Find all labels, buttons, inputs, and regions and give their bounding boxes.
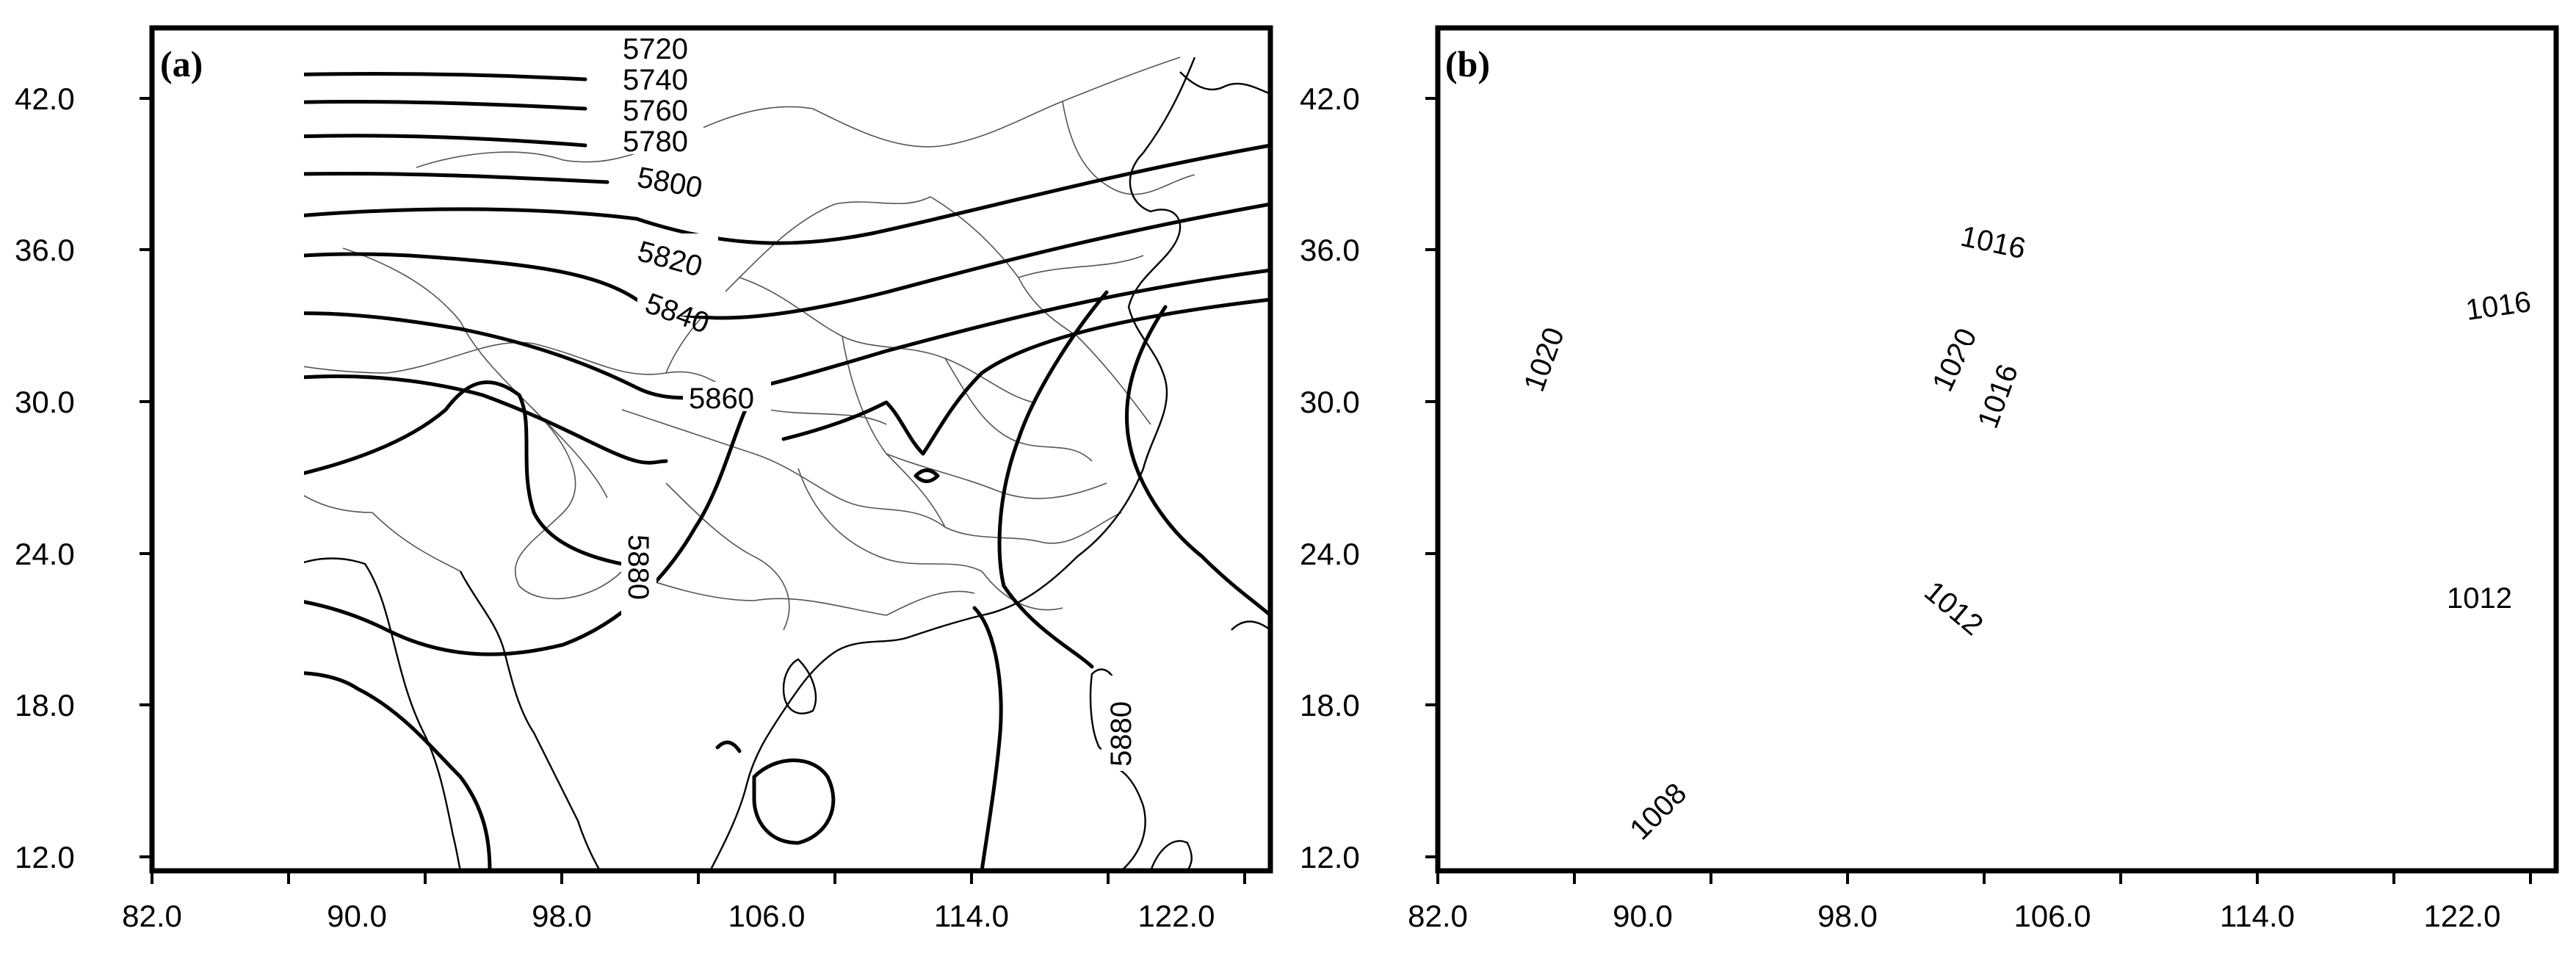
x-tick-label: 106.0 bbox=[2014, 899, 2091, 933]
contours-a bbox=[304, 72, 1273, 873]
y-tick-label: 12.0 bbox=[1300, 840, 1360, 874]
contour-label: 1012 bbox=[2447, 582, 2512, 615]
y-tick-label: 36.0 bbox=[15, 233, 75, 267]
x-tick-label: 82.0 bbox=[1408, 899, 1468, 933]
y-axis-a: 42.0 36.0 30.0 24.0 18.0 12.0 bbox=[15, 82, 152, 874]
contour-label: 5720 bbox=[623, 33, 688, 65]
y-tick-label: 30.0 bbox=[15, 385, 75, 419]
y-tick-label: 42.0 bbox=[1300, 82, 1360, 116]
contour-label: 5880 bbox=[622, 535, 654, 600]
y-tick-label: 12.0 bbox=[15, 840, 75, 874]
panel-label-b: (b) bbox=[1445, 43, 1490, 84]
x-tick-label: 90.0 bbox=[327, 899, 387, 933]
contour-label: 5740 bbox=[623, 64, 688, 96]
x-tick-label: 114.0 bbox=[2220, 899, 2295, 933]
panel-b: 1016 1016 1020 1020 1016 1012 1012 1008 … bbox=[1435, 25, 2559, 874]
y-axis-b: 42.0 36.0 30.0 24.0 18.0 12.0 bbox=[1300, 82, 1438, 874]
y-tick-label: 42.0 bbox=[15, 82, 75, 116]
frame-b bbox=[1435, 25, 2559, 874]
panel-a: 5720 5740 5760 5780 5800 5820 5840 5860 … bbox=[149, 25, 1273, 874]
x-axis-a: 82.0 90.0 98.0 106.0 114.0 122.0 bbox=[122, 871, 1246, 933]
contour-label: 5880 bbox=[1105, 701, 1137, 767]
x-tick-label: 106.0 bbox=[728, 899, 805, 933]
map-geography-b bbox=[1438, 57, 2556, 871]
y-tick-label: 18.0 bbox=[1300, 688, 1360, 722]
x-tick-label: 82.0 bbox=[122, 899, 182, 933]
x-tick-label: 122.0 bbox=[2423, 899, 2500, 933]
contours-b bbox=[1438, 28, 2556, 871]
x-axis-b: 82.0 90.0 98.0 106.0 114.0 122.0 bbox=[1408, 871, 2532, 933]
axes: 42.0 36.0 30.0 24.0 18.0 12.0 82.0 90.0 … bbox=[15, 82, 2532, 933]
x-tick-label: 114.0 bbox=[934, 899, 1009, 933]
x-tick-label: 98.0 bbox=[532, 899, 592, 933]
x-tick-label: 122.0 bbox=[1137, 899, 1215, 933]
frame-a bbox=[149, 25, 1273, 874]
y-tick-label: 24.0 bbox=[1300, 537, 1360, 571]
y-tick-label: 36.0 bbox=[1300, 233, 1360, 267]
x-tick-label: 90.0 bbox=[1613, 899, 1673, 933]
contour-labels-a: 5720 5740 5760 5780 5800 5820 5840 5860 … bbox=[615, 33, 1137, 771]
contour-label: 5760 bbox=[623, 95, 688, 127]
y-tick-label: 18.0 bbox=[15, 688, 75, 722]
contour-label: 5780 bbox=[623, 126, 688, 158]
x-tick-label: 98.0 bbox=[1817, 899, 1878, 933]
contour-label: 5860 bbox=[689, 383, 754, 415]
y-tick-label: 24.0 bbox=[15, 537, 75, 571]
contour-labels-b: 1016 1016 1020 1020 1016 1012 1012 1008 bbox=[1513, 219, 2544, 846]
y-tick-label: 30.0 bbox=[1300, 385, 1360, 419]
panel-label-a: (a) bbox=[160, 43, 203, 84]
